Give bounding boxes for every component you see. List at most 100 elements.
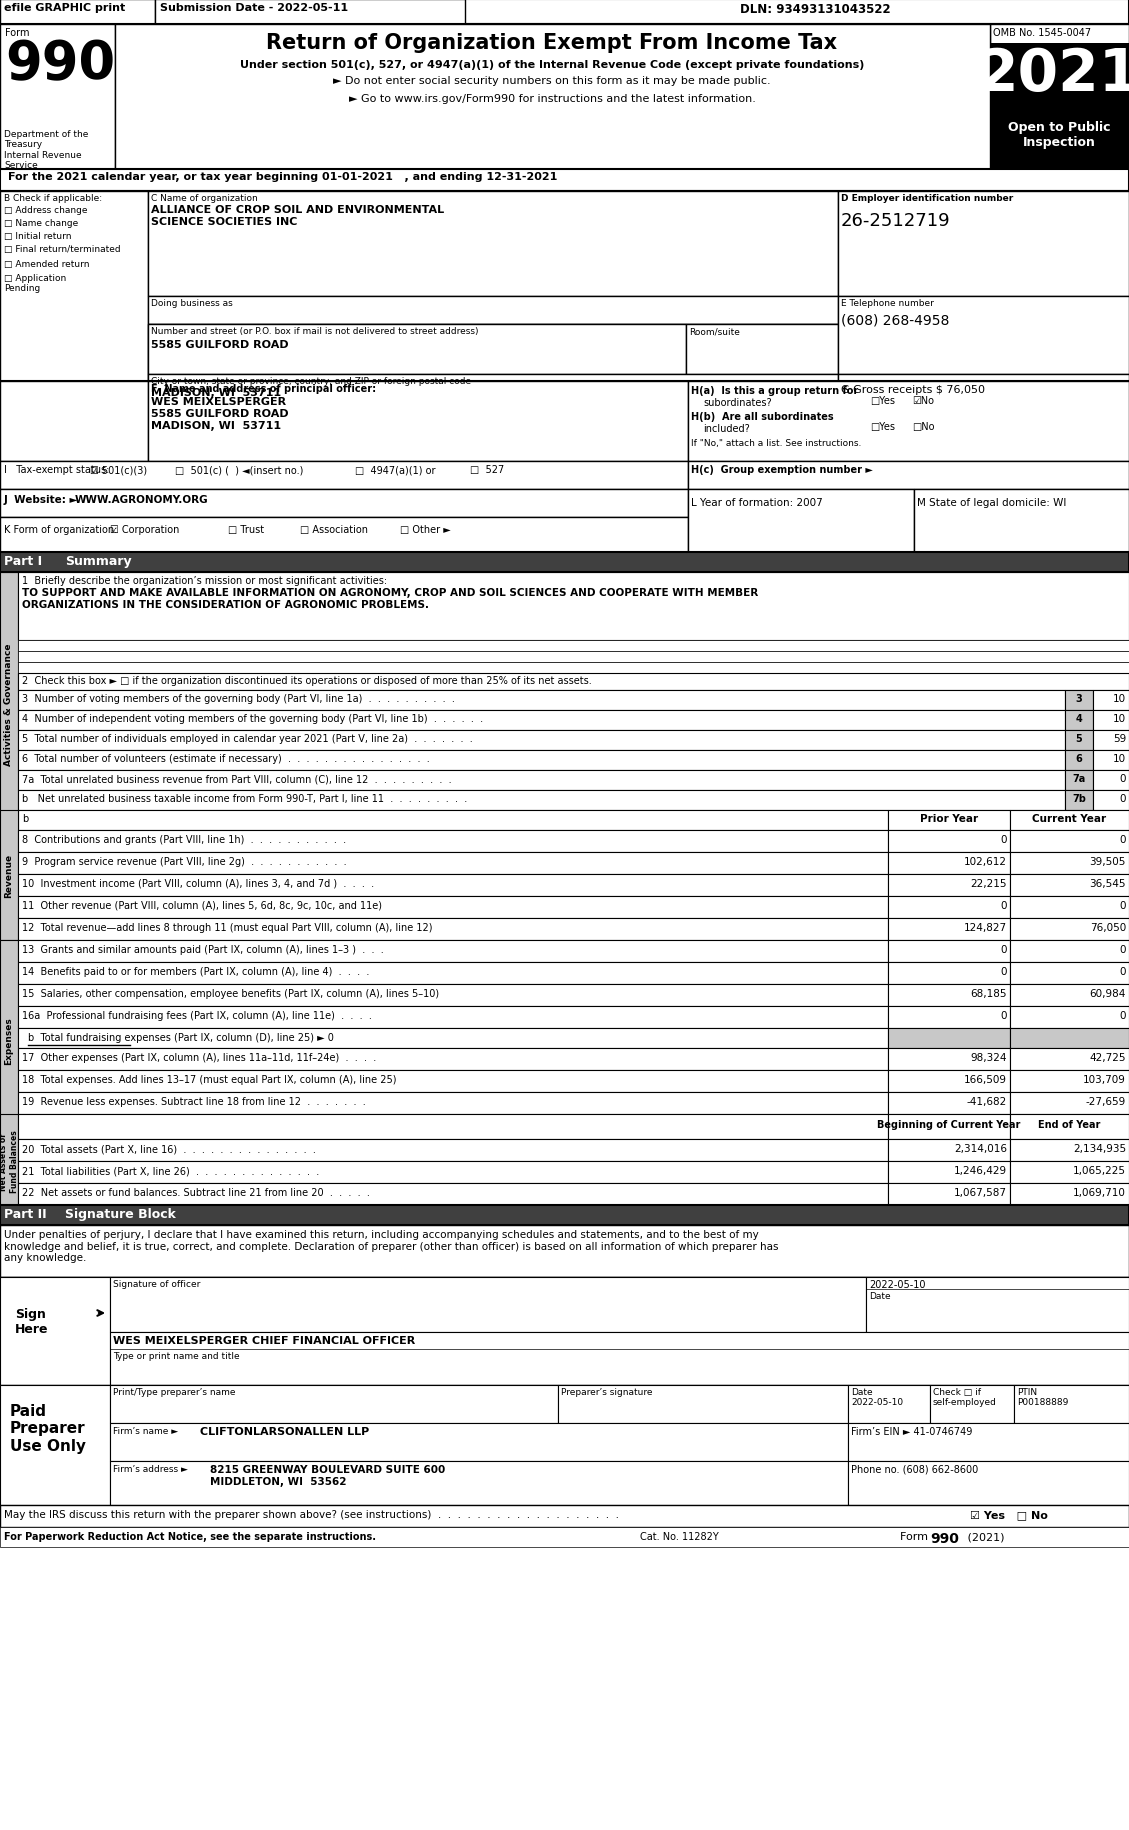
- Text: D Employer identification number: D Employer identification number: [841, 194, 1013, 203]
- Bar: [1065, 770, 1093, 791]
- Text: Part I: Part I: [5, 554, 42, 567]
- Bar: [1010, 1114, 1129, 1140]
- Text: Prior Year: Prior Year: [920, 814, 978, 824]
- Text: efile GRAPHIC print: efile GRAPHIC print: [5, 4, 125, 13]
- Bar: [148, 382, 688, 461]
- Bar: [18, 690, 1065, 710]
- Bar: [1065, 791, 1093, 811]
- Bar: [1010, 853, 1129, 875]
- Bar: [110, 1424, 848, 1460]
- Bar: [889, 1184, 1010, 1206]
- Text: 13  Grants and similar amounts paid (Part IX, column (A), lines 1–3 )  .  .  .: 13 Grants and similar amounts paid (Part…: [21, 944, 384, 955]
- Bar: [0, 1277, 1129, 1385]
- Bar: [155, 0, 465, 26]
- Bar: [1093, 791, 1129, 811]
- Text: Summary: Summary: [65, 554, 132, 567]
- Text: 12  Total revenue—add lines 8 through 11 (must equal Part VIII, column (A), line: 12 Total revenue—add lines 8 through 11 …: [21, 922, 432, 933]
- Bar: [0, 1385, 110, 1506]
- Bar: [889, 1114, 1010, 1140]
- Bar: [914, 490, 1129, 553]
- Bar: [18, 1114, 889, 1140]
- Text: 1,065,225: 1,065,225: [1073, 1166, 1126, 1175]
- Text: 2022-05-10: 2022-05-10: [869, 1279, 926, 1290]
- Text: 2,134,935: 2,134,935: [1073, 1144, 1126, 1153]
- Text: 5  Total number of individuals employed in calendar year 2021 (Part V, line 2a) : 5 Total number of individuals employed i…: [21, 734, 473, 743]
- Text: 0: 0: [1000, 900, 1007, 911]
- Text: B Check if applicable:: B Check if applicable:: [5, 194, 102, 203]
- Bar: [18, 875, 889, 897]
- Text: 0: 0: [1120, 794, 1126, 803]
- Text: 5: 5: [1076, 734, 1083, 743]
- Text: PTIN: PTIN: [1017, 1387, 1038, 1396]
- Bar: [0, 1226, 1129, 1277]
- Text: WES MEIXELSPERGER: WES MEIXELSPERGER: [151, 397, 286, 406]
- Text: Firm’s name ►: Firm’s name ►: [113, 1426, 178, 1435]
- Text: ☑No: ☑No: [912, 395, 934, 406]
- Bar: [990, 44, 1129, 119]
- Text: b   Net unrelated business taxable income from Form 990-T, Part I, line 11  .  .: b Net unrelated business taxable income …: [21, 794, 467, 803]
- Text: ALLIANCE OF CROP SOIL AND ENVIRONMENTAL: ALLIANCE OF CROP SOIL AND ENVIRONMENTAL: [151, 205, 444, 214]
- Bar: [110, 1385, 558, 1424]
- Bar: [848, 1385, 930, 1424]
- Text: 76,050: 76,050: [1089, 922, 1126, 933]
- Bar: [1093, 690, 1129, 710]
- Bar: [1010, 1007, 1129, 1028]
- Text: Sign
Here: Sign Here: [15, 1307, 49, 1336]
- Bar: [990, 119, 1129, 170]
- Text: 4  Number of independent voting members of the governing body (Part VI, line 1b): 4 Number of independent voting members o…: [21, 714, 483, 723]
- Bar: [18, 791, 1065, 811]
- Text: 9  Program service revenue (Part VIII, line 2g)  .  .  .  .  .  .  .  .  .  .  .: 9 Program service revenue (Part VIII, li…: [21, 856, 347, 867]
- Text: H(c)  Group exemption number ►: H(c) Group exemption number ►: [691, 465, 873, 474]
- Text: P00188889: P00188889: [1017, 1398, 1068, 1405]
- Text: TO SUPPORT AND MAKE AVAILABLE INFORMATION ON AGRONOMY, CROP AND SOIL SCIENCES AN: TO SUPPORT AND MAKE AVAILABLE INFORMATIO…: [21, 587, 759, 609]
- Text: □ Final return/terminated: □ Final return/terminated: [5, 245, 121, 254]
- Bar: [1093, 710, 1129, 730]
- Bar: [0, 382, 1129, 461]
- Text: Preparer’s signature: Preparer’s signature: [561, 1387, 653, 1396]
- Text: C Name of organization: C Name of organization: [151, 194, 257, 203]
- Bar: [866, 1277, 1129, 1332]
- Text: 3: 3: [1076, 694, 1083, 703]
- Text: -41,682: -41,682: [966, 1096, 1007, 1107]
- Text: 8  Contributions and grants (Part VIII, line 1h)  .  .  .  .  .  .  .  .  .  .  : 8 Contributions and grants (Part VIII, l…: [21, 834, 347, 844]
- Text: 22  Net assets or fund balances. Subtract line 21 from line 20  .  .  .  .  .: 22 Net assets or fund balances. Subtract…: [21, 1188, 370, 1197]
- Bar: [930, 1385, 1014, 1424]
- Bar: [18, 651, 1129, 662]
- Text: Number and street (or P.O. box if mail is not delivered to street address): Number and street (or P.O. box if mail i…: [151, 328, 479, 337]
- Bar: [686, 324, 838, 375]
- Text: 124,827: 124,827: [964, 922, 1007, 933]
- Text: Submission Date - 2022-05-11: Submission Date - 2022-05-11: [160, 4, 348, 13]
- Bar: [889, 1162, 1010, 1184]
- Bar: [18, 941, 889, 963]
- Text: □  4947(a)(1) or: □ 4947(a)(1) or: [355, 465, 436, 474]
- Bar: [148, 296, 838, 324]
- Text: 26-2512719: 26-2512719: [841, 212, 951, 231]
- Bar: [0, 0, 155, 26]
- Bar: [0, 1114, 18, 1210]
- Bar: [1010, 831, 1129, 853]
- Bar: [1093, 730, 1129, 750]
- Bar: [110, 1460, 848, 1506]
- Text: 4: 4: [1076, 714, 1083, 723]
- Text: 7a  Total unrelated business revenue from Part VIII, column (C), line 12  .  .  : 7a Total unrelated business revenue from…: [21, 774, 452, 783]
- Text: □No: □No: [912, 421, 935, 432]
- Text: Expenses: Expenses: [5, 1017, 14, 1065]
- Text: Print/Type preparer’s name: Print/Type preparer’s name: [113, 1387, 236, 1396]
- Text: WWW.AGRONOMY.ORG: WWW.AGRONOMY.ORG: [75, 494, 209, 505]
- Text: Firm’s address ►: Firm’s address ►: [113, 1464, 187, 1473]
- Bar: [18, 662, 1129, 673]
- Text: 10: 10: [1113, 714, 1126, 723]
- Bar: [18, 963, 889, 985]
- Bar: [18, 1028, 889, 1049]
- Bar: [1010, 1184, 1129, 1206]
- Text: 36,545: 36,545: [1089, 878, 1126, 889]
- Bar: [838, 375, 1129, 408]
- Bar: [1065, 730, 1093, 750]
- Text: 8215 GREENWAY BOULEVARD SUITE 600: 8215 GREENWAY BOULEVARD SUITE 600: [210, 1464, 445, 1475]
- Text: G Gross receipts $ 76,050: G Gross receipts $ 76,050: [841, 384, 984, 395]
- Text: City or town, state or province, country, and ZIP or foreign postal code: City or town, state or province, country…: [151, 377, 471, 386]
- Bar: [18, 919, 889, 941]
- Text: 0: 0: [1000, 944, 1007, 955]
- Text: b: b: [21, 814, 28, 824]
- Bar: [1065, 690, 1093, 710]
